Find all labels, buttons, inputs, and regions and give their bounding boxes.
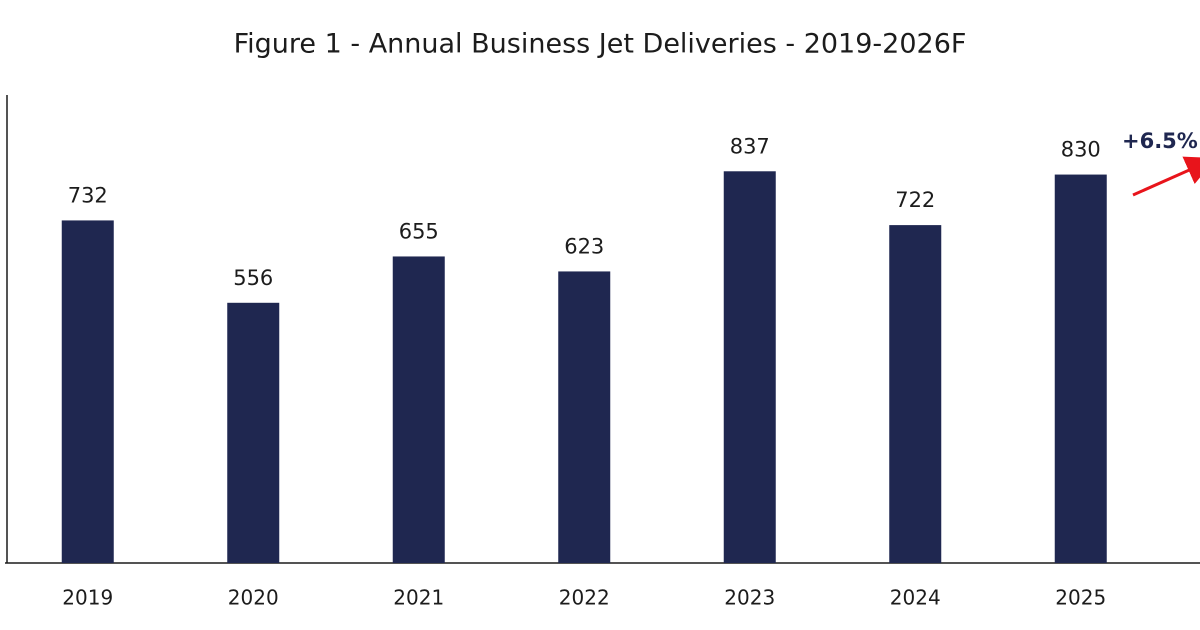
annotation: +6.5% (1122, 129, 1198, 153)
chart-title: Figure 1 - Annual Business Jet Deliverie… (234, 29, 967, 60)
bar (1054, 174, 1107, 563)
bar (723, 171, 776, 563)
x-tick-label: 2019 (62, 586, 113, 610)
x-tick-label: 2023 (724, 586, 775, 610)
trend-arrow (1132, 156, 1200, 197)
x-tick-label: 2021 (393, 586, 444, 610)
bar (392, 256, 445, 563)
value-label: 837 (730, 134, 770, 158)
x-tick-label: 2020 (228, 586, 279, 610)
x-tick-label: 2022 (559, 586, 610, 610)
value-label: 722 (895, 188, 935, 212)
value-label: 732 (68, 183, 108, 207)
bar (61, 220, 114, 563)
bar (227, 302, 280, 563)
value-label: 623 (564, 234, 604, 258)
bar (889, 225, 942, 563)
x-tick-label: 2025 (1055, 586, 1106, 610)
x-tick-label: 2024 (890, 586, 941, 610)
value-label: 556 (233, 266, 273, 290)
value-label: 655 (399, 219, 439, 243)
bar (558, 271, 611, 563)
value-label: 830 (1061, 138, 1101, 162)
